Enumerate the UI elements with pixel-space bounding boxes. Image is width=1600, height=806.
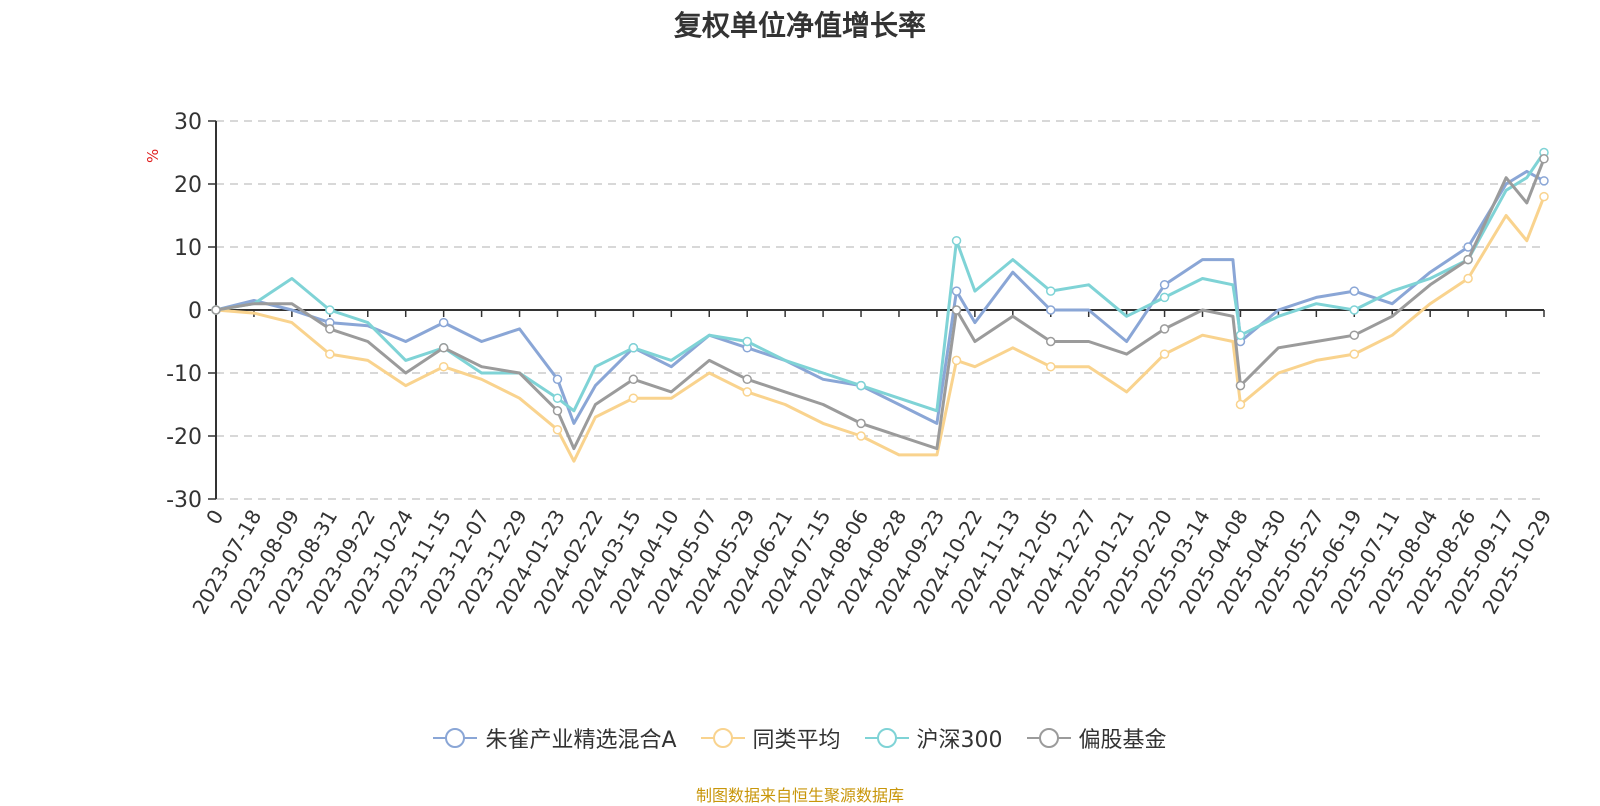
data-point <box>1539 176 1549 186</box>
data-point <box>856 418 866 429</box>
legend-item[interactable]: 偏股基金 <box>1026 722 1167 754</box>
data-point <box>1159 349 1170 359</box>
y-tick-label: 10 <box>174 236 202 261</box>
data-point <box>951 305 962 315</box>
x-tick-label: 0 <box>201 506 228 529</box>
data-point <box>628 393 639 403</box>
data-point <box>1045 336 1056 347</box>
series-group <box>211 147 1549 413</box>
data-point <box>1539 154 1549 164</box>
data-point <box>856 380 866 391</box>
data-point <box>1463 242 1473 252</box>
chart-title: 复权单位净值增长率 <box>673 9 926 42</box>
data-point <box>742 374 752 385</box>
data-point <box>1159 324 1170 334</box>
data-point <box>325 349 335 359</box>
data-point <box>1463 254 1473 265</box>
data-point <box>1349 330 1360 340</box>
data-point <box>1159 280 1170 290</box>
legend-marker-icon <box>1026 726 1071 750</box>
y-tick-label: -10 <box>166 362 202 387</box>
data-point <box>1349 349 1360 359</box>
series-line <box>215 158 1546 451</box>
data-point <box>211 305 221 315</box>
legend-item[interactable]: 同类平均 <box>700 722 841 754</box>
legend-marker-icon <box>700 726 745 750</box>
y-tick-label: 30 <box>174 110 202 135</box>
data-point <box>1349 286 1360 296</box>
legend-item[interactable]: 朱雀产业精选混合A <box>433 722 677 754</box>
data-point <box>742 387 752 397</box>
data-point <box>628 343 639 353</box>
data-point <box>1045 361 1056 372</box>
legend-label: 沪深300 <box>916 728 1003 753</box>
legend: 朱雀产业精选混合A 同类平均 沪深300 偏股基金 <box>0 722 1600 754</box>
y-tick-label: -30 <box>166 488 202 513</box>
data-point <box>325 324 335 334</box>
series-lines <box>211 147 1549 463</box>
data-point <box>1235 330 1246 340</box>
data-point <box>742 336 752 347</box>
data-point <box>951 286 962 296</box>
legend-label: 同类平均 <box>752 728 841 753</box>
series-line <box>215 169 1545 425</box>
source-note: 制图数据来自恒生聚源数据库 <box>695 786 904 805</box>
data-point <box>1349 305 1360 315</box>
series-group <box>211 154 1549 451</box>
series-line <box>215 196 1546 463</box>
data-point <box>1045 305 1056 315</box>
data-point <box>438 361 449 372</box>
data-point <box>1539 191 1549 202</box>
series-group <box>211 191 1549 463</box>
data-point <box>951 355 962 366</box>
data-point <box>1045 286 1056 296</box>
data-point <box>1463 273 1473 284</box>
y-tick-label: -20 <box>166 425 202 450</box>
data-point <box>1235 399 1246 410</box>
y-axis-unit: % <box>144 149 162 163</box>
data-point <box>438 317 449 328</box>
data-point <box>1235 380 1246 391</box>
data-point <box>951 235 962 246</box>
series-group <box>211 169 1549 425</box>
legend-label: 偏股基金 <box>1078 728 1167 753</box>
legend-marker-icon <box>433 726 478 750</box>
y-tick-label: 20 <box>174 173 202 198</box>
data-point <box>325 305 335 315</box>
legend-label: 朱雀产业精选混合A <box>485 728 677 753</box>
y-tick-label: 0 <box>188 299 202 324</box>
series-line <box>215 151 1546 413</box>
data-point <box>628 374 639 385</box>
data-point <box>552 424 563 435</box>
legend-marker-icon <box>864 726 909 750</box>
data-point <box>552 393 563 403</box>
data-point <box>552 406 563 416</box>
data-point <box>1159 292 1170 303</box>
data-point <box>552 374 563 385</box>
data-point <box>438 343 449 353</box>
legend-item[interactable]: 沪深300 <box>864 722 1003 754</box>
grid-lines <box>216 120 1544 500</box>
data-point <box>856 431 866 441</box>
